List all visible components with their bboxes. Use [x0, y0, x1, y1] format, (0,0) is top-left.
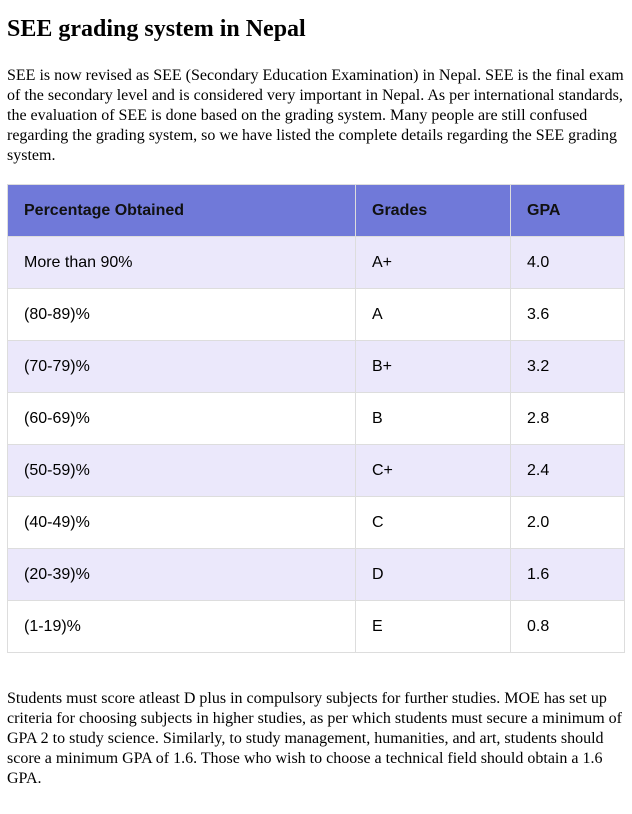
- header-row: Percentage Obtained Grades GPA: [7, 184, 625, 237]
- column-header: Grades: [355, 184, 511, 237]
- table-cell: (50-59)%: [7, 444, 356, 497]
- table-row: (60-69)% B 2.8: [7, 392, 625, 445]
- column-header: GPA: [510, 184, 625, 237]
- table-row: (80-89)% A 3.6: [7, 288, 625, 341]
- table-head: Percentage Obtained Grades GPA: [7, 184, 625, 237]
- table-cell: (20-39)%: [7, 548, 356, 601]
- table-cell: B: [355, 392, 511, 445]
- table-row: More than 90% A+ 4.0: [7, 236, 625, 289]
- table-cell: C+: [355, 444, 511, 497]
- outro-paragraph: Students must score atleast D plus in co…: [7, 690, 622, 787]
- table-cell: 3.2: [510, 340, 625, 393]
- table-cell: B+: [355, 340, 511, 393]
- page: SEE grading system in Nepal SEE is now r…: [0, 14, 632, 814]
- table-cell: A+: [355, 236, 511, 289]
- grading-table: Percentage Obtained Grades GPA More than 9…: [7, 184, 625, 653]
- table-cell: 4.0: [510, 236, 625, 289]
- title: SEE grading system in Nepal: [7, 16, 306, 42]
- table-cell: 3.6: [510, 288, 625, 341]
- table-body: More than 90% A+ 4.0 (80-89)% A 3.6 (70-79)% B+…: [7, 236, 625, 653]
- table-cell: More than 90%: [7, 236, 356, 289]
- article: SEE grading system in Nepal SEE is now r…: [0, 14, 632, 789]
- table-row: (1-19)% E 0.8: [7, 600, 625, 653]
- table-cell: 1.6: [510, 548, 625, 601]
- table-cell: (1-19)%: [7, 600, 356, 653]
- table-cell: D: [355, 548, 511, 601]
- intro-paragraph: SEE is now revised as SEE (Secondary Edu…: [7, 67, 624, 164]
- column-header: Percentage Obtained: [7, 184, 356, 237]
- table-cell: (70-79)%: [7, 340, 356, 393]
- table-row: (40-49)% C 2.0: [7, 496, 625, 549]
- table-cell: 2.4: [510, 444, 625, 497]
- table-row: (20-39)% D 1.6: [7, 548, 625, 601]
- table-cell: 0.8: [510, 600, 625, 653]
- table-cell: (60-69)%: [7, 392, 356, 445]
- table-cell: A: [355, 288, 511, 341]
- table-cell: C: [355, 496, 511, 549]
- table-cell: E: [355, 600, 511, 653]
- table-cell: (40-49)%: [7, 496, 356, 549]
- table-cell: (80-89)%: [7, 288, 356, 341]
- table-cell: 2.8: [510, 392, 625, 445]
- table-row: (70-79)% B+ 3.2: [7, 340, 625, 393]
- table-row: (50-59)% C+ 2.4: [7, 444, 625, 497]
- table-cell: 2.0: [510, 496, 625, 549]
